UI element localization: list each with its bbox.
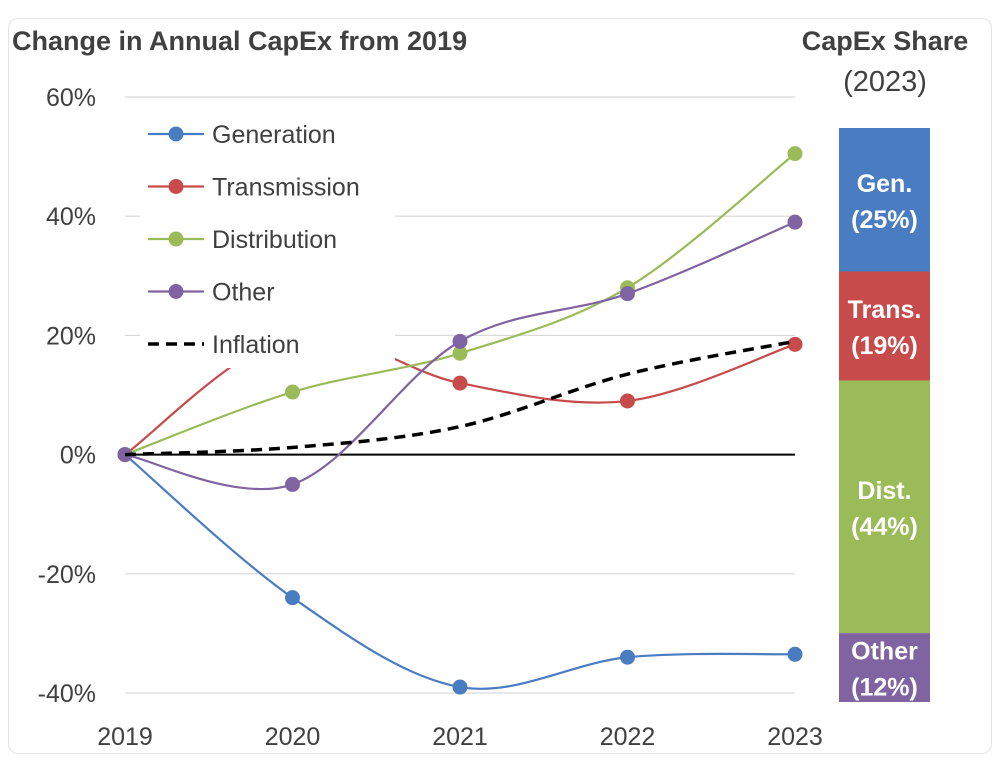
legend-marker [168, 126, 184, 142]
share-segment-gen: Gen. (25%) [839, 128, 930, 272]
data-point-transmission [452, 375, 468, 391]
legend-label: Transmission [212, 174, 360, 202]
share-segment-dist: Dist. (44%) [839, 380, 930, 634]
x-tick-label: 2023 [767, 723, 823, 751]
legend-label: Inflation [212, 331, 300, 359]
legend-item-other: Other [148, 279, 275, 307]
share-segment-percent: (19%) [851, 332, 918, 360]
y-tick-label: -40% [38, 680, 96, 708]
share-segment-percent: (12%) [851, 674, 918, 702]
series-line-generation [124, 453, 796, 690]
y-tick-label: -20% [38, 561, 96, 589]
share-segment-bar [839, 128, 930, 272]
data-point-generation [452, 679, 468, 695]
chart-title: Change in Annual CapEx from 2019 [12, 26, 468, 56]
share-segment-trans: Trans. (19%) [839, 271, 930, 381]
data-point-other [787, 214, 803, 230]
series-other [117, 214, 803, 492]
share-segment-label: Gen. [857, 170, 913, 198]
legend-marker [168, 179, 184, 194]
data-point-generation [620, 649, 635, 665]
legend-marker [168, 284, 184, 299]
series-lines [117, 146, 803, 695]
share-panel-title: CapEx Share [801, 26, 969, 56]
legend-item-distribution: Distribution [148, 226, 337, 254]
share-segment-percent: (44%) [851, 513, 918, 541]
data-point-other [452, 333, 468, 349]
x-tick-label: 2021 [432, 723, 488, 751]
share-segment-label: Trans. [848, 296, 922, 324]
data-point-distribution [452, 345, 468, 361]
share-segment-bar [839, 271, 930, 381]
capex-share-bar: Gen. (25%) Trans. (19%) Dist. (44%) Other (12%) [839, 128, 930, 702]
y-axis-ticks: 60% 40% 20% 0% -20% -40% [38, 84, 96, 708]
legend-item-inflation: Inflation [148, 331, 300, 359]
legend-label: Generation [212, 121, 336, 149]
legend-label: Other [212, 279, 275, 307]
data-point-generation [787, 646, 803, 662]
share-segment-percent: (25%) [851, 206, 918, 234]
y-tick-label: 60% [46, 84, 96, 112]
legend-label: Distribution [212, 226, 337, 254]
data-point-generation [285, 590, 300, 606]
x-tick-label: 2020 [265, 723, 321, 751]
y-tick-label: 40% [46, 203, 96, 231]
data-point-transmission [787, 336, 803, 352]
share-segment-label: Other [851, 638, 918, 666]
legend-marker [168, 231, 184, 247]
x-tick-label: 2022 [600, 723, 656, 751]
data-point-transmission [620, 393, 635, 409]
series-line-inflation [124, 339, 796, 457]
y-tick-label: 0% [60, 442, 96, 470]
share-segment-label: Dist. [857, 477, 911, 505]
data-point-other [285, 476, 300, 492]
legend: Generation Transmission Distribution Other I… [148, 121, 360, 359]
y-tick-label: 20% [46, 322, 96, 350]
share-segment-bar [839, 380, 930, 634]
x-tick-label: 2019 [97, 723, 153, 751]
share-segment-bar [839, 633, 930, 702]
data-point-distribution [285, 384, 300, 400]
series-inflation [124, 339, 796, 457]
share-panel-subtitle: (2023) [843, 66, 927, 98]
legend-item-generation: Generation [148, 121, 336, 149]
x-axis-ticks: 2019 2020 2021 2022 2023 [97, 723, 823, 751]
share-segment-other: Other (12%) [839, 633, 930, 702]
data-point-other [620, 286, 635, 302]
legend-item-transmission: Transmission [148, 174, 360, 202]
data-point-distribution [787, 146, 803, 162]
